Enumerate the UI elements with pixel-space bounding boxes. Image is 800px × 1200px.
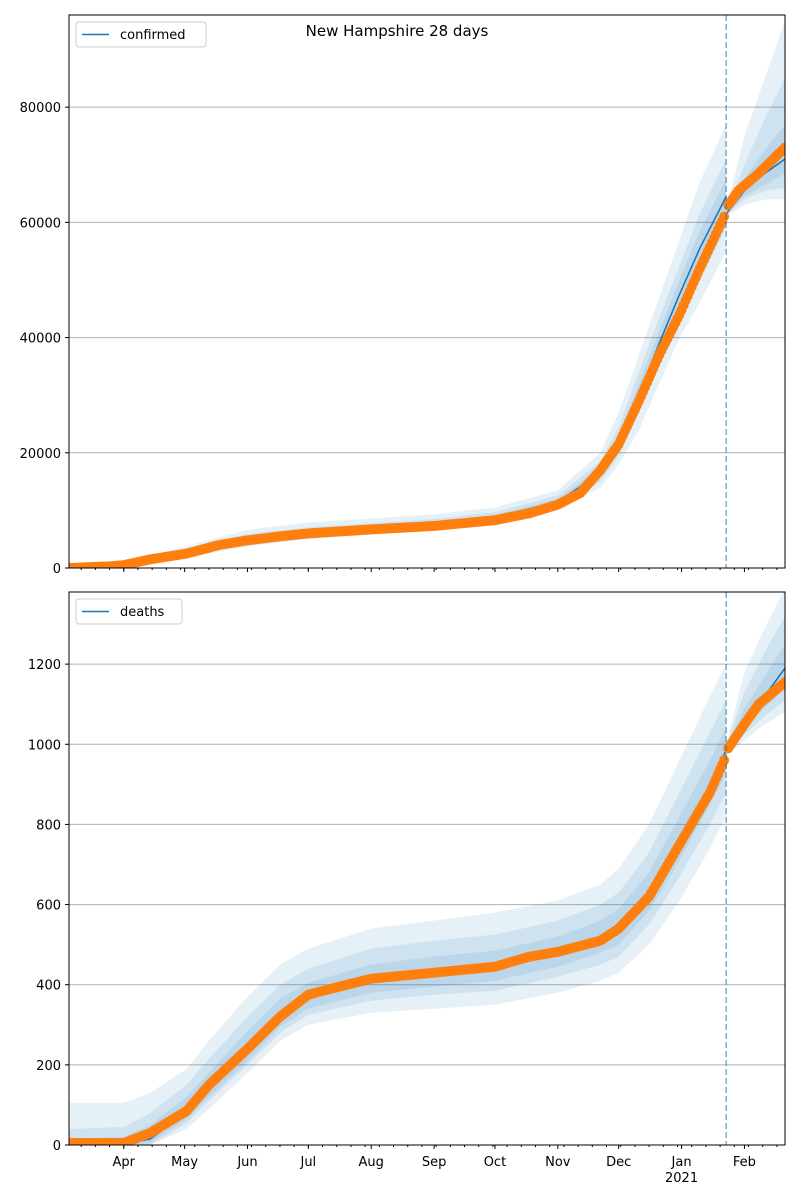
observed-point xyxy=(780,142,785,153)
x-tick-label: Jul xyxy=(299,1155,316,1170)
forecast-band-1 xyxy=(726,78,785,216)
model-band-2 xyxy=(69,728,727,1145)
y-tick-label: 1200 xyxy=(28,658,61,673)
legend-label: deaths xyxy=(120,605,165,620)
x-tick-label: Feb xyxy=(733,1155,756,1170)
x-tick-label: Oct xyxy=(484,1155,506,1170)
y-tick-label: 80000 xyxy=(20,101,61,116)
y-tick-label: 0 xyxy=(53,562,61,577)
y-tick-label: 0 xyxy=(53,1139,61,1154)
x-tick-label: Aug xyxy=(359,1155,384,1170)
x-tick-label: Jun xyxy=(236,1155,257,1170)
model-band-2 xyxy=(69,179,727,568)
axes-frame xyxy=(68,14,786,569)
model-band-0 xyxy=(69,124,727,568)
observed-point xyxy=(719,211,730,222)
x-tick-label: May xyxy=(171,1155,198,1170)
panel-1: 0 200 400 600 800 1000 1200 Apr May Jun Jul Aug Sep O… xyxy=(28,591,786,1186)
legend-box xyxy=(75,598,183,625)
y-tick-label: 200 xyxy=(36,1059,61,1074)
x-tick-label: Nov xyxy=(545,1155,571,1170)
model-band-0 xyxy=(69,664,727,1145)
legend-box xyxy=(75,21,207,48)
x-tick-label: Jan xyxy=(671,1155,692,1170)
observed-point xyxy=(780,677,785,688)
model-line xyxy=(69,196,727,568)
x-tick-sublabel: 2021 xyxy=(665,1171,698,1186)
y-tick-label: 1000 xyxy=(28,738,61,753)
forecast-band-1 xyxy=(726,616,785,755)
y-tick-label: 40000 xyxy=(20,332,61,347)
model-band-1 xyxy=(69,700,727,1145)
plot-area xyxy=(69,20,785,568)
y-tick-label: 800 xyxy=(36,818,61,833)
axes-frame xyxy=(68,591,786,1146)
forecast-band-0 xyxy=(726,592,785,757)
x-tick-label: Dec xyxy=(606,1155,631,1170)
y-tick-label: 400 xyxy=(36,979,61,994)
panel-0: 0 20000 40000 60000 80000 confirmed xyxy=(20,14,786,577)
y-tick-label: 20000 xyxy=(20,447,61,462)
x-tick-label: Sep xyxy=(422,1155,447,1170)
chart-title: New Hampshire 28 days xyxy=(306,22,489,40)
plot-area xyxy=(69,592,785,1145)
legend-label: confirmed xyxy=(120,28,186,43)
observed-point xyxy=(719,755,730,766)
x-tick-label: Apr xyxy=(113,1155,136,1170)
model-band-1 xyxy=(69,159,727,568)
y-tick-label: 60000 xyxy=(20,216,61,231)
y-tick-label: 600 xyxy=(36,899,61,914)
